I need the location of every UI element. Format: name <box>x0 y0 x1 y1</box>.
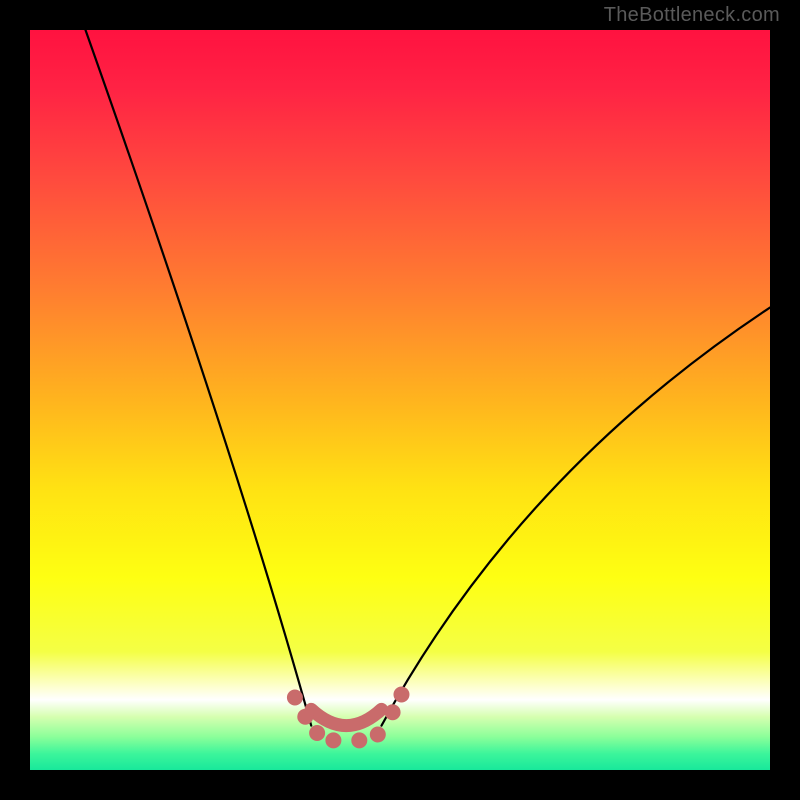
valley-bead <box>385 704 401 720</box>
valley-bead <box>287 689 303 705</box>
valley-bead <box>309 725 325 741</box>
gradient-background <box>30 30 770 770</box>
watermark-text: TheBottleneck.com <box>604 4 780 27</box>
valley-bead <box>393 687 409 703</box>
valley-bead <box>370 726 386 742</box>
valley-bead <box>325 732 341 748</box>
valley-bead <box>351 732 367 748</box>
bottleneck-curve-chart <box>30 30 770 770</box>
plot-area <box>30 30 770 770</box>
valley-bead <box>297 709 313 725</box>
